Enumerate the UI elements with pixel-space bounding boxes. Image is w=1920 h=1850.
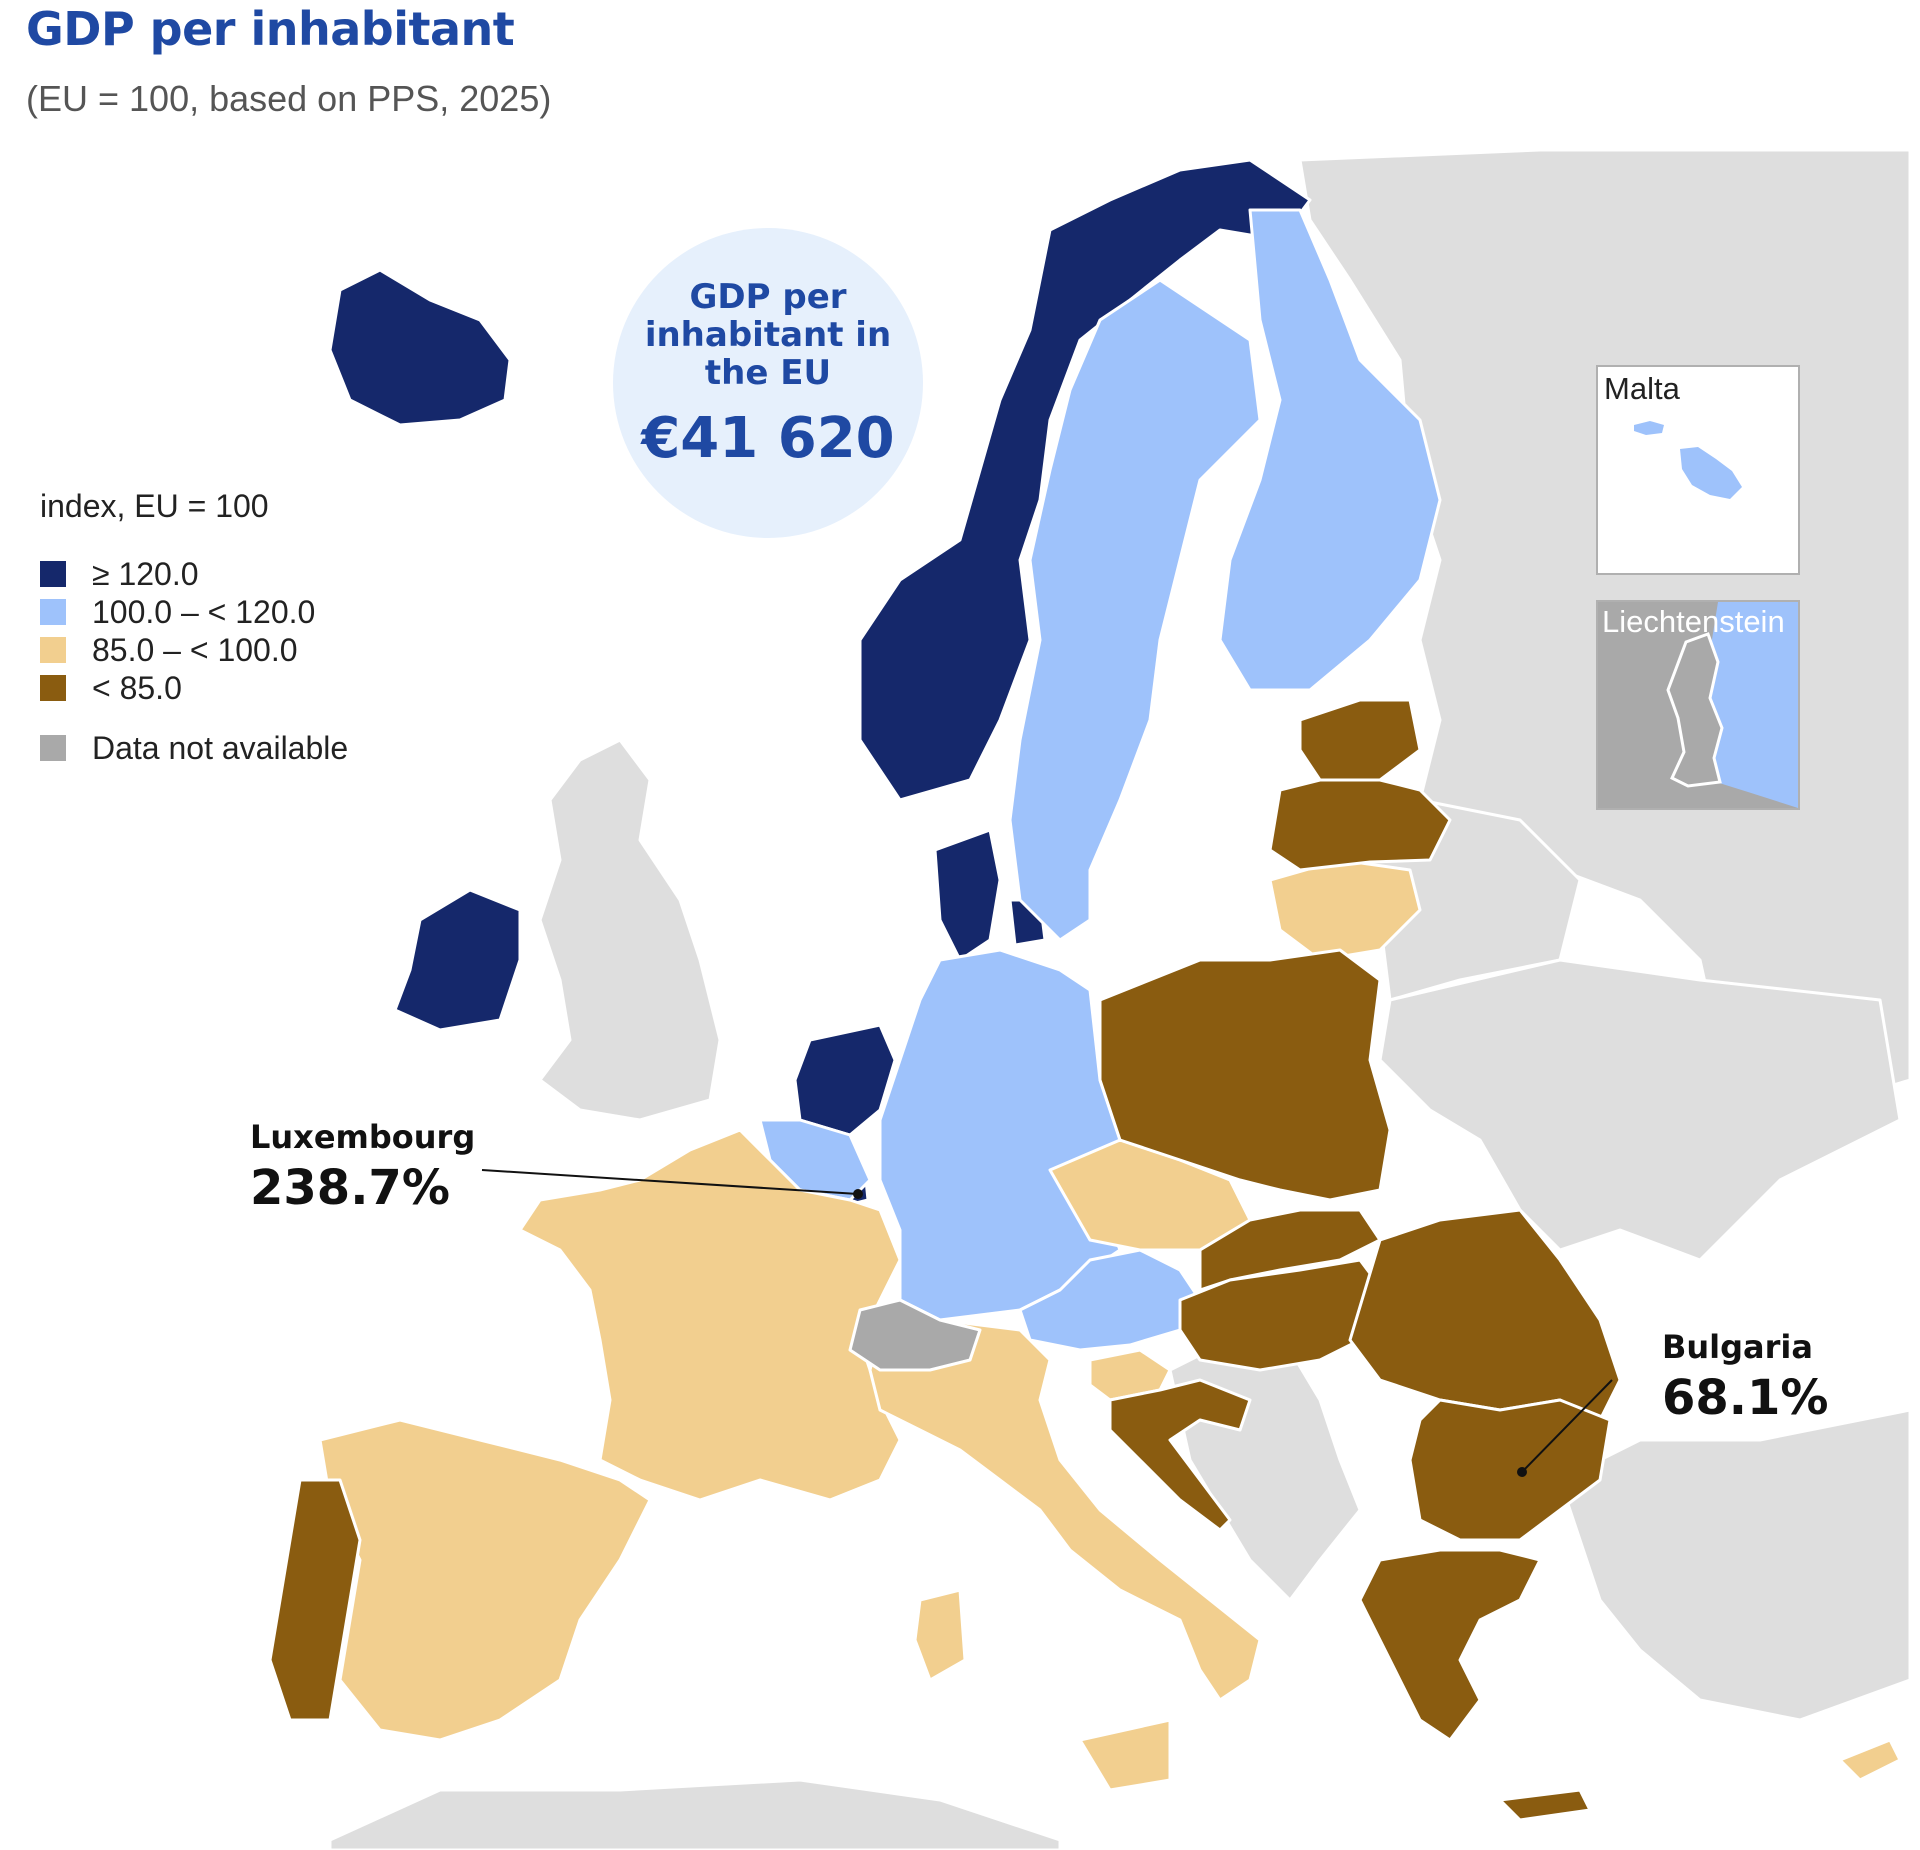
- bulgaria-callout-value: 68.1%: [1662, 1370, 1829, 1426]
- luxembourg-callout-value: 238.7%: [250, 1160, 450, 1216]
- legend-item-tier1: ≥ 120.0: [40, 555, 348, 593]
- country-finland: [1218, 208, 1442, 692]
- legend-swatch: [40, 735, 66, 761]
- non-covered-north-africa: [328, 1778, 1062, 1850]
- non-covered-ukraine: [1378, 958, 1902, 1262]
- country-estonia: [1298, 698, 1422, 782]
- legend-title: index, EU = 100: [40, 488, 269, 524]
- legend: index, EU = 100 ≥ 120.0 100.0 – < 120.0 …: [40, 488, 348, 767]
- luxembourg-marker: [853, 1189, 863, 1199]
- country-ireland: [393, 888, 522, 1032]
- legend-label: Data not available: [92, 729, 349, 766]
- legend-swatch: [40, 561, 66, 587]
- bulgaria-marker: [1517, 1467, 1527, 1477]
- country-greece: [1358, 1548, 1592, 1822]
- country-cyprus: [1838, 1738, 1902, 1782]
- legend-label: 85.0 – < 100.0: [92, 631, 298, 668]
- eu-gdp-label: GDP per inhabitant in the EU: [644, 276, 892, 393]
- legend-item-tier3: 85.0 – < 100.0: [40, 631, 348, 669]
- legend-label: ≥ 120.0: [92, 555, 199, 592]
- luxembourg-leader-line: [481, 1169, 859, 1195]
- malta-inset-label: Malta: [1604, 371, 1680, 406]
- country-croatia: [1108, 1378, 1252, 1532]
- country-switzerland: [848, 1298, 982, 1372]
- country-liechtenstein: [1666, 632, 1724, 788]
- legend-swatch: [40, 675, 66, 701]
- bulgaria-callout: Bulgaria 68.1%: [1662, 1328, 1829, 1426]
- country-iceland: [328, 268, 512, 427]
- legend-swatch: [40, 637, 66, 663]
- eu-gdp-bubble: GDP per inhabitant in the EU €41 620: [613, 228, 923, 538]
- malta-inset: Malta: [1596, 365, 1800, 575]
- country-bulgaria: [1408, 1398, 1612, 1542]
- liechtenstein-inset-map: [1666, 602, 1798, 808]
- liechtenstein-inset: Liechtenstein: [1596, 600, 1800, 810]
- legend-label: 100.0 – < 120.0: [92, 593, 316, 630]
- bulgaria-callout-name: Bulgaria: [1662, 1328, 1813, 1366]
- legend-label: < 85.0: [92, 669, 182, 706]
- country-sweden: [1008, 278, 1262, 942]
- liechtenstein-neighbour-area: [1706, 602, 1798, 808]
- luxembourg-callout: Luxembourg 238.7%: [250, 1118, 475, 1216]
- country-netherlands: [793, 1023, 897, 1137]
- non-covered-united-kingdom: [538, 738, 722, 1122]
- map-subtitle: (EU = 100, based on PPS, 2025): [26, 78, 552, 119]
- country-malta: [1634, 421, 1742, 499]
- legend-swatch: [40, 599, 66, 625]
- bulgaria-leader-line: [1521, 1379, 1613, 1473]
- country-france: [518, 1128, 902, 1502]
- liechtenstein-inset-label: Liechtenstein: [1602, 604, 1785, 639]
- legend-item-tier4: < 85.0: [40, 669, 348, 707]
- legend-item-tier2: 100.0 – < 120.0: [40, 593, 348, 631]
- luxembourg-callout-name: Luxembourg: [250, 1118, 476, 1156]
- country-poland: [1098, 948, 1392, 1202]
- non-covered-turkey: [1558, 1408, 1912, 1722]
- country-portugal: [268, 1478, 362, 1722]
- country-norway: [858, 158, 1312, 802]
- malta-inset-map: [1634, 421, 1742, 499]
- country-spain: [318, 1418, 652, 1742]
- legend-item-not-available: Data not available: [40, 729, 348, 767]
- country-latvia: [1268, 778, 1452, 872]
- map-title: GDP per inhabitant: [26, 2, 515, 56]
- eu-gdp-value: €41 620: [641, 405, 895, 471]
- country-italy: [868, 1318, 1262, 1792]
